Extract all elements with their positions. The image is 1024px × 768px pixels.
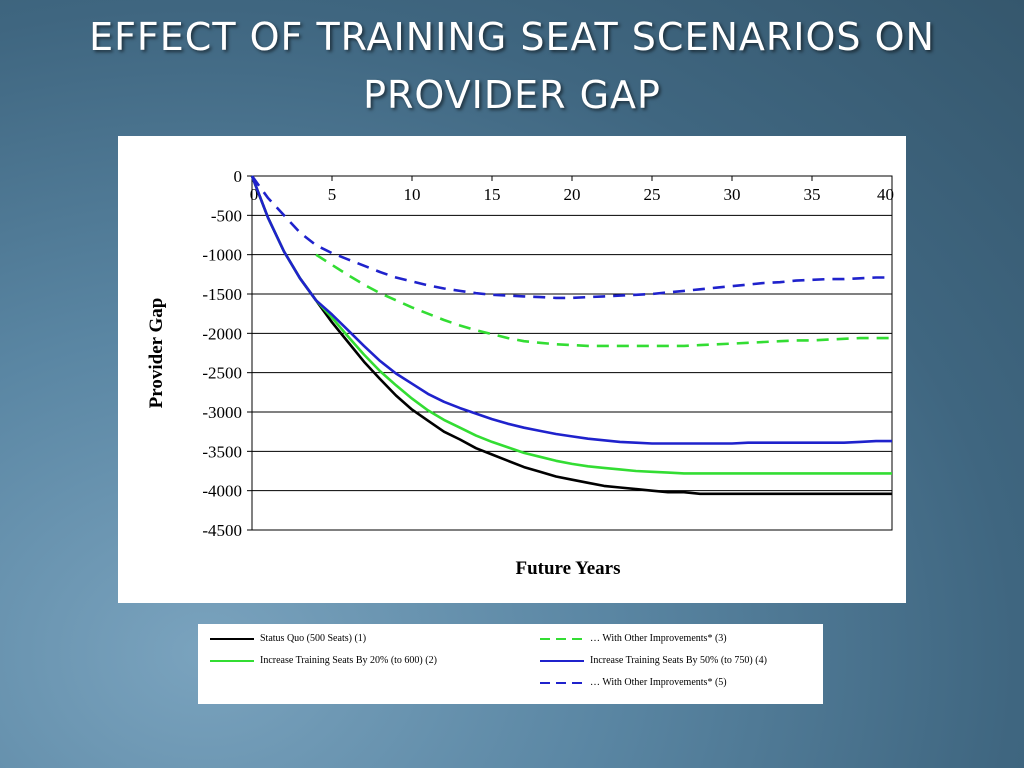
slide-title: EFFECT OF TRAINING SEAT SCENARIOS ON PRO… (0, 8, 1024, 124)
y-tick-label: -4500 (202, 521, 242, 540)
legend-label: Increase Training Seats By 50% (to 750) … (590, 655, 767, 666)
legend-item-series-3: … With Other Improvements* (3) (540, 633, 727, 644)
legend-label: … With Other Improvements* (3) (590, 633, 727, 644)
legend-swatch-icon (540, 637, 584, 640)
y-tick-label: -1500 (202, 285, 242, 304)
legend-label: Increase Training Seats By 20% (to 600) … (260, 655, 437, 666)
legend-item-series-4: Increase Training Seats By 50% (to 750) … (540, 655, 767, 666)
y-tick-label: -500 (211, 206, 242, 225)
legend-swatch-icon (210, 637, 254, 640)
legend-label: … With Other Improvements* (5) (590, 677, 727, 688)
y-tick-label: -3000 (202, 403, 242, 422)
slide-title-line-1: EFFECT OF TRAINING SEAT SCENARIOS ON (89, 15, 935, 59)
legend-swatch-icon (540, 659, 584, 662)
x-tick-label: 30 (724, 185, 741, 204)
chart-legend: Status Quo (500 Seats) (1) … With Other … (198, 624, 823, 704)
plot-area-border (251, 175, 893, 531)
provider-gap-chart: 0 -500 -1000 -1500 -2000 -2500 -3000 -3500 -4000… (146, 167, 894, 579)
x-axis-label: Future Years (515, 558, 620, 579)
x-tick-label: 35 (804, 185, 821, 204)
x-tick-label: 0 (250, 185, 259, 204)
x-tick-label: 15 (484, 185, 501, 204)
chart-panel: 0 -500 -1000 -1500 -2000 -2500 -3000 -3500 -4000… (118, 136, 906, 603)
series-line-1 (250, 175, 892, 496)
y-tick-label: -4000 (202, 482, 242, 501)
x-tick-label: 25 (644, 185, 661, 204)
legend-swatch-icon (540, 681, 584, 684)
y-tick-label: 0 (234, 167, 243, 186)
legend-item-series-1: Status Quo (500 Seats) (1) (210, 633, 366, 644)
series-line-5 (250, 175, 892, 300)
x-tick-label: 10 (404, 185, 421, 204)
legend-item-series-2: Increase Training Seats By 20% (to 600) … (210, 655, 437, 666)
x-tick-label: 40 (877, 185, 894, 204)
y-tick-label: -2000 (202, 324, 242, 343)
x-tick-label: 20 (564, 185, 581, 204)
y-tick-label: -1000 (202, 246, 242, 265)
slide-title-line-2: PROVIDER GAP (363, 73, 661, 117)
y-tick-label: -2500 (202, 364, 242, 383)
legend-swatch-icon (210, 659, 254, 662)
x-tick-label: 5 (328, 185, 337, 204)
series-line-2 (315, 253, 892, 348)
legend-item-series-5: … With Other Improvements* (5) (540, 677, 727, 688)
series-line-3 (250, 175, 892, 475)
y-tick-label: -3500 (202, 442, 242, 461)
legend-label: Status Quo (500 Seats) (1) (260, 633, 367, 644)
y-axis-label: Provider Gap (146, 298, 167, 409)
series-line-4 (250, 175, 892, 445)
